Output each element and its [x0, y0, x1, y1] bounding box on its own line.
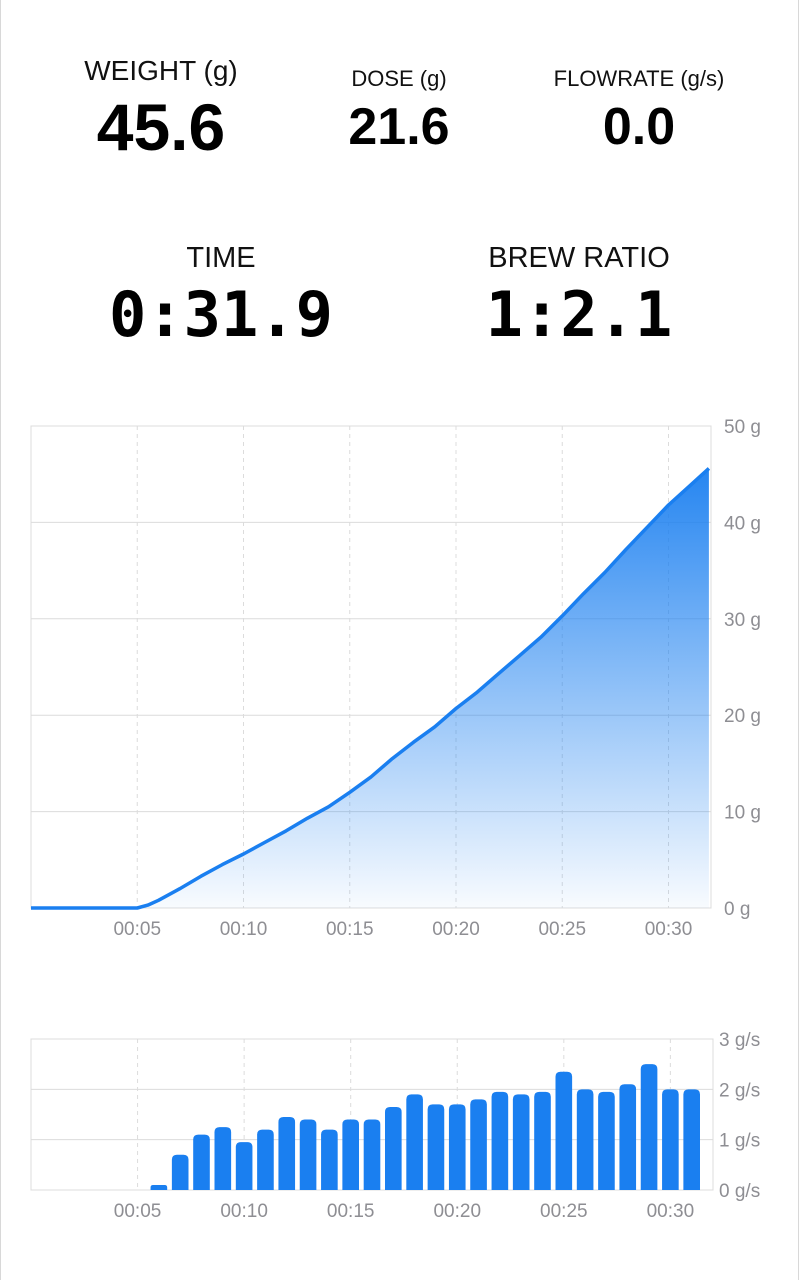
flowrate-y-tick-label: 2 g/s: [719, 1080, 760, 1101]
flowrate-bar: [640, 1064, 658, 1190]
flowrate-x-tick-label: 00:30: [647, 1201, 695, 1222]
weight-x-tick-label: 00:25: [538, 919, 586, 940]
weight-x-tick-label: 00:20: [432, 919, 480, 940]
flowrate-bar: [619, 1084, 637, 1190]
flowrate-x-tick-label: 00:20: [433, 1201, 481, 1222]
flowrate-bar: [448, 1104, 466, 1190]
flowrate-bar: [235, 1142, 253, 1190]
flowrate-bar: [257, 1129, 274, 1190]
flowrate-bar: [534, 1091, 551, 1190]
flowrate-bar: [427, 1104, 445, 1190]
flowrate-bar: [512, 1094, 530, 1190]
dose-label: DOSE (g): [351, 66, 447, 91]
flowrate-bar: [150, 1184, 168, 1190]
flowrate-bar: [598, 1091, 615, 1190]
flowrate-bar: [193, 1134, 210, 1190]
flowrate-bar: [576, 1089, 594, 1190]
brew-ratio-value: 1:2.1: [485, 278, 673, 351]
flowrate-stat: FLOWRATE (g/s) 0.0: [529, 66, 749, 158]
flowrate-y-tick-label: 0 g/s: [719, 1181, 760, 1202]
flowrate-bar: [555, 1071, 573, 1190]
weight-area-fill: [31, 468, 709, 908]
flowrate-bar: [342, 1119, 359, 1190]
brew-ratio-stat: BREW RATIO 1:2.1: [429, 242, 729, 353]
flowrate-bar: [491, 1091, 509, 1190]
weight-y-tick-label: 40 g: [724, 513, 761, 534]
flowrate-bar: [171, 1154, 189, 1190]
flowrate-bars: [150, 1064, 700, 1190]
weight-stat: WEIGHT (g) 45.6: [61, 55, 261, 165]
flowrate-bar: [662, 1089, 679, 1190]
flowrate-chart: 0 g/s 1 g/s 2 g/s 3 g/s 00:05 00:10 00:15 00:20…: [30, 1030, 760, 1222]
flowrate-x-tick-label: 00:25: [540, 1201, 588, 1222]
weight-line: [31, 467, 711, 910]
flowrate-bar: [385, 1106, 402, 1190]
weight-y-tick-label: 10 g: [724, 803, 761, 824]
flowrate-bar: [470, 1099, 487, 1190]
weight-y-tick-label: 20 g: [724, 706, 761, 727]
flowrate-bar: [321, 1129, 338, 1190]
weight-x-tick-label: 00:05: [113, 919, 161, 940]
flowrate-chart-tick-labels: 0 g/s 1 g/s 2 g/s 3 g/s 00:05 00:10 00:15 00:20…: [114, 1030, 760, 1222]
flowrate-label: FLOWRATE (g/s): [553, 66, 725, 91]
flowrate-bar: [406, 1094, 423, 1190]
time-stat: TIME 0:31.9: [71, 242, 371, 353]
weight-value: 45.6: [96, 90, 226, 164]
flowrate-y-tick-label: 3 g/s: [719, 1030, 760, 1051]
flowrate-y-tick-label: 1 g/s: [719, 1131, 760, 1152]
flowrate-bar: [299, 1119, 317, 1190]
weight-x-tick-label: 00:10: [220, 919, 268, 940]
flowrate-bar: [214, 1127, 232, 1190]
dose-stat: DOSE (g) 21.6: [319, 66, 479, 158]
weight-y-tick-label: 30 g: [724, 610, 761, 631]
flowrate-bar: [683, 1089, 700, 1190]
time-value: 0:31.9: [109, 278, 333, 351]
weight-chart: 0 g 10 g 20 g 30 g 40 g 50 g 00:05 00:10 00:15 00…: [30, 417, 761, 940]
dose-value: 21.6: [348, 98, 450, 156]
weight-x-tick-label: 00:15: [326, 919, 374, 940]
flowrate-x-tick-label: 00:05: [114, 1201, 162, 1222]
brew-ratio-label: BREW RATIO: [488, 242, 670, 274]
flowrate-x-tick-label: 00:15: [327, 1201, 375, 1222]
weight-label: WEIGHT (g): [84, 55, 238, 86]
flowrate-value: 0.0: [602, 98, 676, 156]
weight-y-tick-label: 0 g: [724, 899, 750, 920]
flowrate-bar: [278, 1117, 296, 1190]
flowrate-bar: [363, 1119, 381, 1190]
flowrate-x-tick-label: 00:10: [220, 1201, 268, 1222]
weight-chart-tick-labels: 0 g 10 g 20 g 30 g 40 g 50 g 00:05 00:10 00:15 00…: [113, 417, 761, 940]
weight-y-tick-label: 50 g: [724, 417, 761, 438]
time-label: TIME: [186, 242, 256, 274]
weight-x-tick-label: 00:30: [645, 919, 693, 940]
